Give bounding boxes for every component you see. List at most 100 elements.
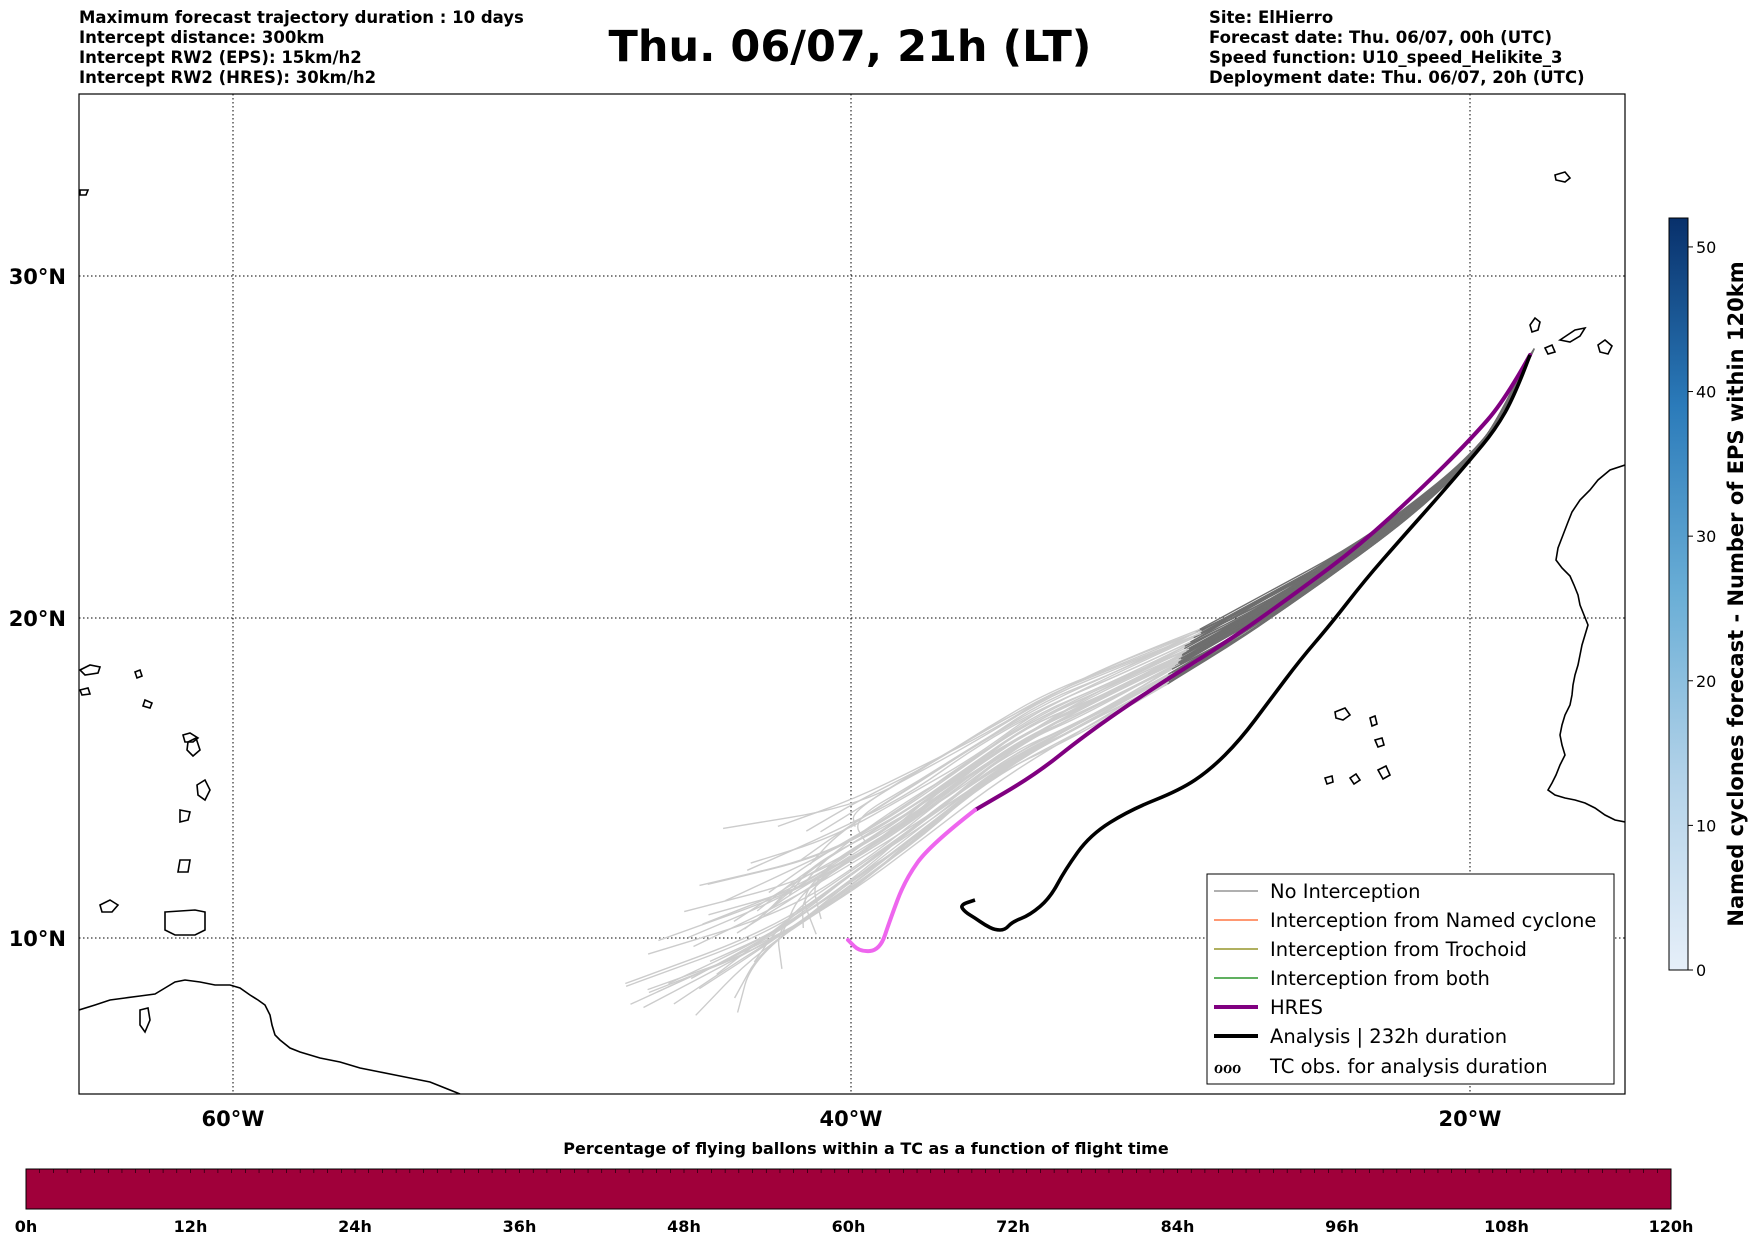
colorbar-right-ticks: 0 10 20 30 40 50	[1688, 238, 1716, 980]
colorbar-right-tick-label: 30	[1696, 527, 1716, 546]
eps-trajectory-early	[722, 632, 1201, 830]
colorbar-bottom-tick-label: 24h	[338, 1217, 372, 1236]
coast-caribbean-isle-6	[79, 664, 102, 676]
eps-trajectory-early	[656, 681, 1170, 993]
coast-madeira	[1554, 171, 1572, 183]
colorbar-bottom-tick-label: 12h	[174, 1217, 208, 1236]
coast-caribbean-isle-8	[134, 668, 143, 680]
colorbar-right-label: Named cyclones forecast - Number of EPS …	[1724, 261, 1748, 926]
coast-south-america	[79, 979, 461, 1094]
legend-label-analysis: Analysis | 232h duration	[1270, 1025, 1507, 1048]
colorbar-right-tick-label: 50	[1696, 238, 1716, 257]
hres-trajectory-late	[973, 353, 1532, 812]
coast-caribbean-isle-11	[177, 859, 191, 873]
legend-label-no-interception: No Interception	[1270, 880, 1421, 903]
page-title: Thu. 06/07, 21h (LT)	[608, 22, 1092, 72]
colorbar-right-tick-label: 40	[1696, 383, 1716, 402]
tc-obs-symbol-icon: ℴℴℴ	[1214, 1055, 1241, 1078]
lon-label-20w: 20°W	[1439, 1107, 1502, 1131]
colorbar-bottom-tick-label: 96h	[1325, 1217, 1359, 1236]
coast-cape-verde-3	[1373, 737, 1385, 748]
legend: No Interception Interception from Named …	[1206, 873, 1615, 1085]
colorbar-bottom: Percentage of flying ballons within a TC…	[15, 1139, 1694, 1236]
lon-label-60w: 60°W	[202, 1107, 265, 1131]
eps-trajectory-early	[746, 637, 1194, 871]
legend-label-named-cyclone: Interception from Named cyclone	[1270, 909, 1596, 932]
trajectories	[625, 348, 1535, 1016]
coast-caribbean-isle-7	[79, 687, 92, 696]
map-frame	[78, 93, 1626, 1095]
colorbar-right-tick-label: 0	[1696, 961, 1706, 980]
coast-caribbean-isle-10	[179, 809, 191, 824]
site-text: Site: ElHierro	[1209, 8, 1334, 27]
coast-africa	[1546, 464, 1625, 823]
lon-label-40w: 40°W	[820, 1107, 883, 1131]
eps-trajectory-early	[699, 648, 1190, 887]
header-right-info: Site: ElHierro Forecast date: Thu. 06/07…	[1209, 8, 1585, 88]
coast-trinidad	[164, 909, 206, 936]
eps-trajectory-early	[788, 647, 1185, 896]
eps-trajectory-early	[750, 641, 1191, 864]
coast-cape-verde-6	[1323, 774, 1334, 786]
colorbar-bottom-fill	[26, 1169, 1671, 1209]
eps-trajectory-early	[725, 645, 1186, 902]
eps-trajectory-early	[777, 628, 1200, 828]
deployment-date-text: Deployment date: Thu. 06/07, 20h (UTC)	[1209, 68, 1585, 87]
colorbar-bottom-ticks: 0h 12h 24h 36h 48h 60h 72h 84h 96h 108h 120h	[15, 1169, 1694, 1236]
colorbar-bottom-title: Percentage of flying ballons within a TC…	[563, 1139, 1169, 1158]
coast-caribbean-isle-3	[186, 736, 201, 758]
eps-trajectory-early	[647, 676, 1168, 991]
coast-caribbean-isle-5	[196, 778, 211, 802]
eps-trajectory-early	[688, 662, 1179, 939]
coast-cape-verde-4	[1348, 772, 1362, 786]
analysis-trajectory	[960, 354, 1532, 932]
eps-trajectory-early	[753, 673, 1176, 963]
intercept-distance-text: Intercept distance: 300km	[79, 28, 325, 47]
colorbar-bottom-tick-label: 72h	[996, 1217, 1030, 1236]
coast-cape-verde-1	[1334, 707, 1352, 721]
coast-canary-2	[1557, 326, 1587, 343]
lat-label-10n: 10°N	[9, 927, 66, 951]
forecast-date-text: Forecast date: Thu. 06/07, 00h (UTC)	[1209, 28, 1553, 47]
coast-cape-verde-2	[1369, 714, 1378, 728]
colorbar-bottom-tick-label: 36h	[503, 1217, 537, 1236]
max-duration-text: Maximum forecast trajectory duration : 1…	[79, 8, 524, 27]
colorbar-bottom-tick-label: 120h	[1649, 1217, 1694, 1236]
speed-function-text: Speed function: U10_speed_Helikite_3	[1209, 48, 1563, 67]
eps-trajectory-early	[768, 650, 1187, 894]
coast-caribbean-isle-2	[139, 1007, 151, 1034]
eps-trajectory-early	[736, 658, 1180, 934]
legend-label-hres: HRES	[1270, 996, 1323, 1019]
hres-trajectory-early	[846, 808, 977, 954]
eps-trajectory-early	[820, 632, 1202, 833]
coast-canary-3	[1597, 338, 1613, 355]
colorbar-bottom-tick-label: 60h	[832, 1217, 866, 1236]
eps-trajectory-early	[684, 654, 1183, 913]
coast-caribbean-isle-12	[79, 189, 90, 196]
colorbar-right-gradient	[1668, 217, 1689, 971]
header-left-info: Maximum forecast trajectory duration : 1…	[79, 8, 524, 88]
coast-canary-4	[1543, 343, 1557, 355]
coast-canary-1	[1529, 316, 1541, 334]
legend-box	[1206, 873, 1615, 1085]
colorbar-right: 0 10 20 30 40 50 Named cyclones forecast - Nu…	[1668, 217, 1748, 980]
legend-label-both: Interception from both	[1270, 967, 1490, 990]
colorbar-right-tick-label: 10	[1696, 816, 1716, 835]
legend-label-trochoid: Interception from Trochoid	[1270, 938, 1527, 961]
lat-label-20n: 20°N	[9, 607, 66, 631]
coast-caribbean-isle-4	[182, 732, 200, 743]
lat-label-30n: 30°N	[9, 265, 66, 289]
colorbar-bottom-tick-label: 108h	[1484, 1217, 1529, 1236]
intercept-hres-text: Intercept RW2 (HRES): 30km/h2	[79, 68, 377, 87]
colorbar-bottom-tick-label: 84h	[1161, 1217, 1195, 1236]
colorbar-bottom-tick-label: 48h	[667, 1217, 701, 1236]
eps-trajectory-early	[708, 658, 1182, 916]
intercept-eps-text: Intercept RW2 (EPS): 15km/h2	[79, 48, 362, 67]
coast-caribbean-isle-9	[141, 698, 154, 709]
colorbar-right-tick-label: 20	[1696, 672, 1716, 691]
colorbar-bottom-tick-label: 0h	[15, 1217, 38, 1236]
coast-cape-verde-5	[1376, 764, 1392, 781]
coastlines	[79, 171, 1625, 1094]
legend-label-tc-obs: TC obs. for analysis duration	[1269, 1055, 1548, 1078]
